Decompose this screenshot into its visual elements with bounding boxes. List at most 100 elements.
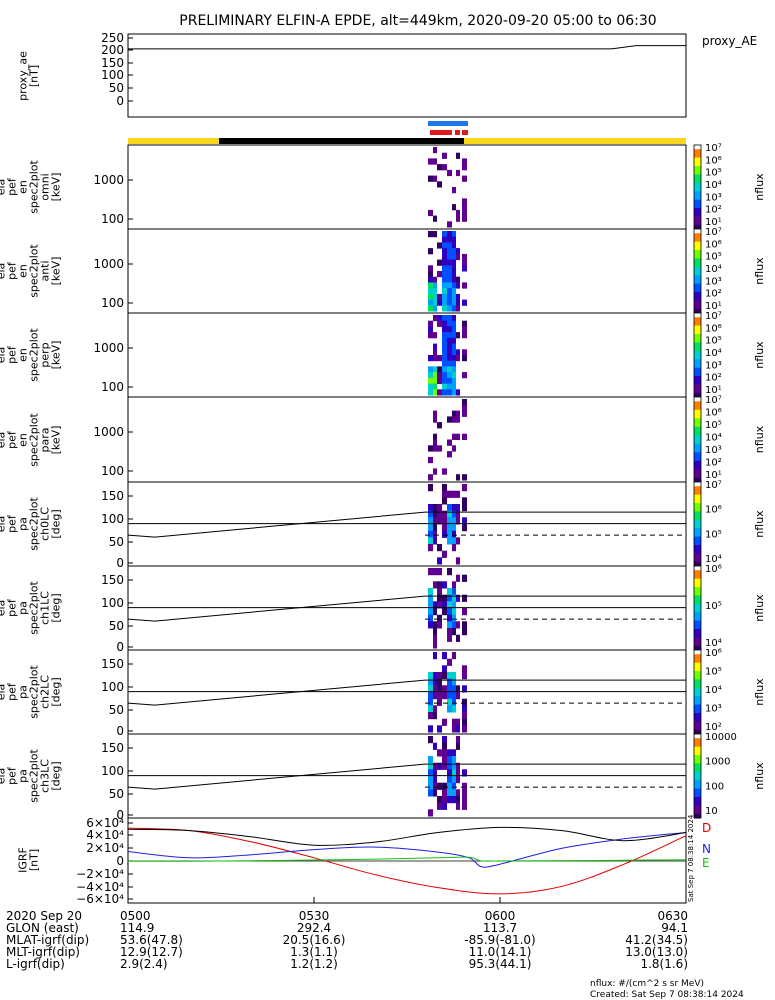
heatmap-cell bbox=[437, 685, 442, 693]
heatmap-cell bbox=[442, 581, 447, 589]
colorbar-segment bbox=[694, 187, 701, 190]
panel-5: 10⁷ 10⁶ 10⁵ 10⁴ nflux 150 100 50 0 elapefpaspec2p… bbox=[0, 480, 766, 570]
heatmap-cell bbox=[433, 355, 437, 362]
colorbar-segment bbox=[694, 384, 701, 387]
y-axis-label-6: elapefpaspec2plotch1LC[deg] bbox=[0, 581, 63, 635]
heatmap-cell bbox=[462, 209, 467, 217]
heatmap-cell bbox=[442, 299, 447, 306]
colorbar-tick-label: 10⁶ bbox=[705, 323, 722, 334]
y-tick-label: −2×10⁴ bbox=[76, 867, 124, 881]
colorbar-tick-label: 10⁵ bbox=[705, 420, 722, 431]
colorbar-segment bbox=[694, 710, 701, 714]
heatmap-cell bbox=[462, 474, 467, 481]
orbit-row-value: 2.9(2.4) bbox=[120, 957, 168, 971]
heatmap-cell bbox=[456, 355, 460, 362]
heatmap-cell bbox=[456, 685, 460, 693]
colorbar-segment bbox=[694, 727, 701, 731]
colorbar-segment bbox=[694, 157, 701, 161]
heatmap-cell bbox=[442, 530, 447, 538]
y-tick-label: 2×10⁴ bbox=[86, 841, 124, 855]
heatmap-cell bbox=[433, 343, 437, 350]
colorbar-segment bbox=[694, 807, 701, 811]
fgm-bar-black bbox=[219, 138, 464, 144]
heatmap-cell bbox=[447, 305, 452, 312]
heatmap-cell bbox=[462, 282, 467, 289]
heatmap-cell bbox=[428, 544, 433, 552]
heatmap-cell bbox=[428, 175, 433, 182]
colorbar-segment bbox=[694, 752, 701, 756]
spectrogram-cells-2 bbox=[428, 231, 467, 312]
heatmap-cell bbox=[433, 510, 437, 518]
heatmap-cell bbox=[452, 231, 456, 238]
colorbar-segment bbox=[694, 582, 701, 586]
heatmap-cell bbox=[447, 236, 452, 243]
colorbar-label: nflux bbox=[753, 678, 766, 706]
heatmap-cell bbox=[452, 282, 456, 289]
heatmap-cell bbox=[433, 231, 437, 238]
heatmap-cell bbox=[442, 372, 447, 379]
heatmap-cell bbox=[447, 271, 452, 278]
colorbar-tick-label: 10³ bbox=[705, 192, 722, 203]
heatmap-cell bbox=[433, 634, 437, 642]
colorbar-segment bbox=[694, 363, 701, 366]
colorbar-segment bbox=[694, 149, 701, 152]
colorbar-segment bbox=[694, 593, 701, 596]
heatmap-cell bbox=[452, 672, 456, 680]
heatmap-cell bbox=[433, 293, 437, 301]
heatmap-cell bbox=[428, 445, 433, 452]
heatmap-cell bbox=[452, 433, 456, 440]
heatmap-cell bbox=[462, 215, 467, 222]
colorbar-segment bbox=[694, 519, 701, 523]
heatmap-cell bbox=[452, 337, 456, 345]
heatmap-cell bbox=[428, 383, 433, 390]
heatmap-cell bbox=[456, 349, 460, 356]
heatmap-cell bbox=[437, 614, 442, 622]
losscone-trace bbox=[127, 595, 426, 622]
heatmap-cell bbox=[442, 332, 447, 339]
colorbar-segment bbox=[694, 815, 701, 819]
colorbar-segment bbox=[694, 298, 701, 301]
heatmap-cell bbox=[456, 332, 460, 339]
colorbar-segment bbox=[694, 542, 701, 546]
heatmap-cell bbox=[442, 282, 447, 289]
heatmap-cell bbox=[437, 544, 442, 552]
colorbar-tick-label: 10³ bbox=[705, 704, 722, 715]
colorbar-segment bbox=[694, 477, 701, 481]
heatmap-cell bbox=[456, 725, 460, 733]
heatmap-cell bbox=[447, 360, 452, 367]
heatmap-cell bbox=[456, 776, 460, 784]
colorbar-segment bbox=[694, 566, 701, 569]
colorbar-segment bbox=[694, 738, 701, 741]
heatmap-cell bbox=[442, 672, 447, 680]
y-tick-label: 150 bbox=[101, 489, 124, 503]
colorbar-tick-label: 10⁶ bbox=[705, 155, 722, 166]
colorbar-segment bbox=[694, 172, 701, 175]
colorbar-segment bbox=[694, 482, 701, 485]
colorbar-segment bbox=[694, 264, 701, 268]
colorbar-segment bbox=[694, 635, 701, 638]
heatmap-cell bbox=[428, 389, 433, 396]
colorbar-segment bbox=[694, 486, 701, 489]
heatmap-cell bbox=[442, 796, 447, 804]
panel-7: 10⁶ 10⁵ 10⁴ 10³ 10² nflux 150 100 50 0 elapefpaspe… bbox=[0, 648, 766, 738]
orbit-row-value: 0600 bbox=[485, 909, 516, 923]
heatmap-cell bbox=[433, 762, 437, 770]
colorbar-segment bbox=[694, 622, 701, 626]
created-note: Created: Sat Sep 7 08:38:14 2024 bbox=[590, 990, 744, 1000]
heatmap-cell bbox=[437, 557, 442, 565]
heatmap-cell bbox=[447, 594, 452, 602]
y-tick-label: 50 bbox=[109, 619, 124, 633]
colorbar-segment bbox=[694, 214, 701, 217]
colorbar-segment bbox=[694, 608, 701, 611]
colorbar-segment bbox=[694, 702, 701, 706]
heatmap-cell bbox=[428, 355, 433, 362]
heatmap-cell bbox=[428, 504, 433, 512]
colorbar-segment bbox=[694, 441, 701, 445]
colorbar-segment bbox=[694, 401, 701, 404]
heatmap-cell bbox=[433, 782, 437, 790]
colorbar-segment bbox=[694, 435, 701, 438]
colorbar-segment bbox=[694, 256, 701, 259]
igrf-line-D bbox=[127, 827, 687, 895]
y-tick-label: 150 bbox=[101, 56, 124, 70]
